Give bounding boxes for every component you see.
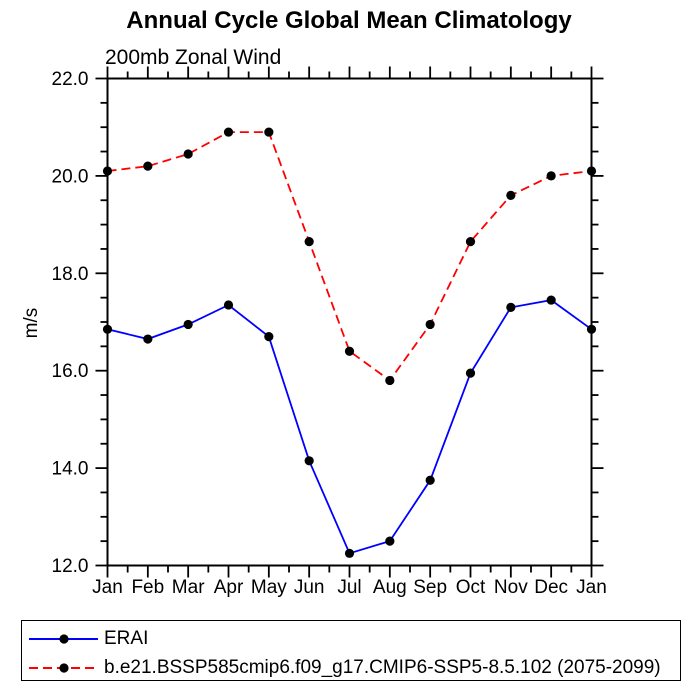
- legend-label: ERAI: [104, 627, 149, 649]
- x-tick-label: Jul: [337, 577, 361, 598]
- data-point-marker: [183, 319, 193, 330]
- legend-label: b.e21.BSSP585cmip6.f09_g17.CMIP6-SSP5-8.…: [104, 656, 661, 678]
- y-tick-label: 14.0: [52, 459, 89, 480]
- x-tick-label: Jan: [92, 577, 123, 598]
- data-point-marker: [385, 536, 395, 546]
- legend-line-sample-solid: [29, 633, 98, 644]
- x-tick-label: Dec: [534, 577, 568, 598]
- data-point-marker: [344, 346, 355, 356]
- data-point-marker: [223, 127, 234, 137]
- data-point-marker: [506, 302, 516, 312]
- data-point-marker: [586, 166, 597, 176]
- legend-item-model: b.e21.BSSP585cmip6.f09_g17.CMIP6-SSP5-8.…: [28, 653, 680, 682]
- data-point-marker: [425, 475, 435, 485]
- series-line-model: [107, 131, 592, 382]
- data-point-marker: [102, 324, 113, 334]
- y-tick-label: 20.0: [52, 166, 89, 187]
- data-point-marker: [586, 324, 597, 334]
- data-point-marker: [546, 295, 556, 305]
- data-point-marker: [102, 166, 113, 176]
- plot-frame: [106, 77, 593, 567]
- y-axis-title: m/s: [21, 307, 42, 339]
- x-tick-label: Mar: [172, 577, 205, 598]
- x-tick-label: Jan: [576, 577, 607, 598]
- y-tick-label: 18.0: [52, 264, 89, 285]
- y-tick-label: 12.0: [52, 556, 89, 577]
- x-tick-label: Sep: [413, 577, 447, 598]
- x-tick-label: Oct: [456, 577, 486, 598]
- data-point-marker: [344, 548, 355, 558]
- chart-subtitle: 200mb Zonal Wind: [105, 46, 282, 69]
- chart-title: Annual Cycle Global Mean Climatology: [126, 7, 572, 34]
- x-tick-label: Nov: [494, 577, 528, 598]
- legend-marker-icon: [59, 633, 69, 644]
- data-point-marker: [546, 171, 556, 181]
- x-tick-label: Apr: [214, 577, 244, 598]
- data-point-marker: [304, 237, 314, 247]
- data-point-marker: [143, 161, 153, 171]
- legend-line-sample-dashed: [29, 662, 98, 673]
- data-point-marker: [264, 332, 274, 342]
- data-point-marker: [304, 456, 314, 466]
- data-point-marker: [385, 375, 395, 386]
- series-line-erai: [107, 299, 593, 555]
- data-point-marker: [506, 190, 516, 200]
- legend-box: ERAI b.e21.BSSP585cmip6.f09_g17.CMIP6-SS…: [21, 620, 681, 681]
- data-point-marker: [465, 368, 476, 378]
- y-tick-label: 22.0: [52, 69, 89, 90]
- x-tick-label: May: [251, 577, 287, 598]
- data-point-marker: [425, 319, 435, 330]
- y-tick-label: 16.0: [52, 361, 89, 382]
- legend-marker-icon: [59, 662, 69, 673]
- x-tick-label: Aug: [373, 577, 407, 598]
- plot-area: 12.0 14.0 16.0 18.0 20.0 22.0 Jan Feb Mar Apr May J…: [52, 66, 607, 598]
- legend-item-erai: ERAI: [28, 624, 680, 653]
- data-point-marker: [264, 127, 274, 137]
- data-point-marker: [223, 300, 234, 310]
- x-tick-label: Feb: [131, 577, 164, 598]
- data-point-marker: [143, 334, 153, 344]
- data-point-marker: [465, 237, 476, 247]
- x-tick-label: Jun: [294, 577, 325, 598]
- data-point-marker: [183, 149, 193, 159]
